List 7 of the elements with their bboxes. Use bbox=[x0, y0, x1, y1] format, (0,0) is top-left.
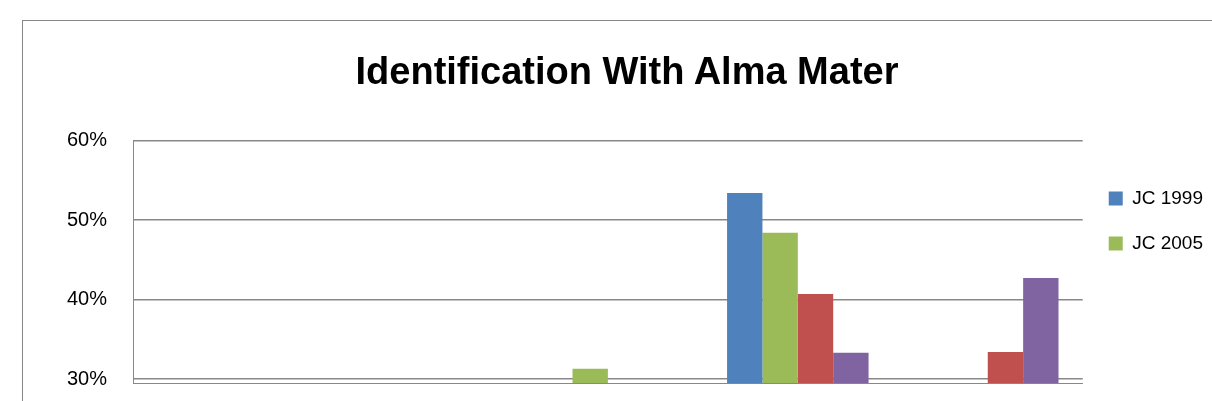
y-tick-label: 50% bbox=[67, 207, 108, 230]
legend-label: JC 1999 bbox=[1132, 186, 1204, 208]
chart-title: Identification With Alma Mater bbox=[355, 50, 899, 93]
y-tick-label: 30% bbox=[67, 366, 108, 389]
legend-label: JC 2005 bbox=[1132, 231, 1204, 253]
y-tick-label: 60% bbox=[67, 128, 108, 151]
y-tick-label: 40% bbox=[67, 287, 108, 310]
